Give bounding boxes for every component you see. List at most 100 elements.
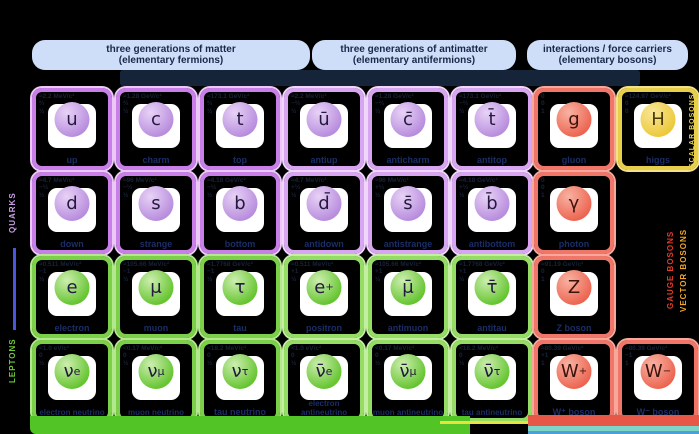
particle-name: muon antineutrino	[372, 407, 444, 417]
particle-tile: ≈173.1 GeV/c² ⅔ ½ t top	[200, 88, 280, 170]
particle-symbol: c	[151, 109, 161, 130]
header-antimatter: three generations of antimatter (element…	[312, 40, 516, 70]
particle-name: muon neutrino	[128, 407, 184, 417]
particle-charge: 0	[123, 352, 127, 360]
particle-name: muon	[143, 322, 169, 333]
particle-mass: ≈4.18 GeV/c²	[459, 177, 498, 184]
header-matter: three generations of matter (elementary …	[32, 40, 310, 70]
particle-spin: ½	[459, 275, 465, 283]
particle-tile: ≈0.511 MeV/c² +1 ½ e + positron	[284, 256, 364, 338]
particle-mass: 0	[541, 177, 545, 184]
particle-symbol-circle: W −	[640, 354, 676, 389]
particle-properties: <18.2 MeV/c² 0 ½	[459, 345, 498, 367]
particle-spin: ½	[291, 107, 297, 115]
particle-charge: 0	[459, 352, 463, 360]
particle-symbol-circle: g	[556, 102, 592, 137]
particle-charge: −⅓	[123, 184, 133, 192]
particle-mass: <0.17 MeV/c²	[123, 345, 163, 352]
header-antimatter-line1: three generations of antimatter	[340, 43, 488, 55]
particle-name: electron	[54, 322, 90, 333]
particle-tile: ≈1.7768 GeV/c² −1 ½ τ tau	[200, 256, 280, 338]
particle-symbol-circle: ν̄ μ	[390, 354, 426, 389]
particle-tile: ≈105.66 MeV/c² −1 ½ μ muon	[116, 256, 196, 338]
particle-spin: ½	[291, 275, 297, 283]
particle-name: bottom	[224, 238, 256, 249]
particle-charge: −⅓	[207, 184, 217, 192]
particle-symbol: g	[568, 109, 580, 130]
particle-symbol: s̄	[403, 193, 413, 214]
particle-symbol: ū	[318, 109, 330, 130]
particle-symbol-circle: u	[54, 102, 90, 137]
particle-tile: ≈105.66 MeV/c² +1 ½ μ̄ antimuon	[368, 256, 448, 338]
particle-symbol-circle: b̄	[474, 186, 510, 221]
particle-charge: −1	[39, 268, 47, 276]
particle-charge: −⅔	[375, 100, 385, 108]
particle-name: charm	[142, 154, 170, 165]
particle-tile: ≈4.18 GeV/c² −⅓ ½ b bottom	[200, 172, 280, 254]
particle-spin: 0	[625, 107, 629, 115]
particle-name: gluon	[561, 154, 587, 165]
particle-symbol: μ	[150, 277, 162, 298]
particle-charge: −⅓	[39, 184, 49, 192]
particle-properties: ≈4.18 GeV/c² −⅓ ½	[207, 177, 246, 199]
particle-properties: <1.0 eV/c² 0 ½	[291, 345, 321, 367]
particle-properties: ≈0.511 MeV/c² −1 ½	[39, 261, 81, 283]
particle-mass: ≈80.39 GeV/c²	[541, 345, 584, 352]
particle-charge: +⅓	[291, 184, 301, 192]
particle-symbol: s	[151, 193, 161, 214]
particle-mass: ≈173.1 GeV/c²	[207, 93, 250, 100]
particle-spin: ½	[375, 107, 381, 115]
particle-mass: ≈2.2 MeV/c²	[291, 93, 327, 100]
particle-name: top	[233, 154, 247, 165]
particle-tile: ≈1.7768 GeV/c² +1 ½ τ̄ antitau	[452, 256, 532, 338]
particle-tile: <1.0 eV/c² 0 ½ ν̄ e electron antineutrino	[284, 340, 364, 422]
particle-symbol: ν̄	[399, 361, 410, 382]
particle-symbol: τ̄	[486, 277, 498, 298]
particle-tile: ≈80.39 GeV/c² +1 1 W + W⁺ boson	[534, 340, 614, 422]
particle-mass: ≈4.7 MeV/c²	[291, 177, 327, 184]
particle-name: strange	[139, 238, 173, 249]
particle-name: tau antineutrino	[461, 407, 523, 417]
particle-mass: ≈124.97 GeV/c²	[625, 93, 671, 100]
particle-spin: 1	[541, 275, 545, 283]
particle-tile: ≈1.28 GeV/c² ⅔ ½ c charm	[116, 88, 196, 170]
particle-spin: 1	[625, 359, 629, 367]
particle-mass: <18.2 MeV/c²	[459, 345, 499, 352]
particle-charge: −1	[625, 352, 633, 360]
particle-properties: ≈4.7 MeV/c² −⅓ ½	[39, 177, 74, 199]
particle-symbol: t̄	[488, 109, 496, 130]
particle-properties: ≈2.2 MeV/c² ⅔ ½	[39, 93, 74, 115]
particle-mass: ≈105.66 MeV/c²	[123, 261, 170, 268]
particle-charge: +1	[375, 268, 383, 276]
teal-interaction-line	[528, 426, 699, 431]
particle-mass: ≈1.7768 GeV/c²	[207, 261, 253, 268]
header-antimatter-line2: (elementary antifermions)	[352, 55, 476, 66]
particle-symbol: H	[651, 109, 665, 130]
particle-charge: 0	[541, 100, 545, 108]
particle-tile: ≈2.2 MeV/c² ⅔ ½ u up	[32, 88, 112, 170]
particle-mass: ≈173.1 GeV/c²	[459, 93, 502, 100]
particle-properties: <0.17 MeV/c² 0 ½	[375, 345, 414, 367]
particle-spin: ½	[123, 107, 129, 115]
particle-symbol: W	[644, 361, 663, 382]
particle-name: W⁺ boson	[552, 406, 596, 417]
particle-tile: ≈4.7 MeV/c² −⅓ ½ d down	[32, 172, 112, 254]
particle-name: up	[66, 154, 78, 165]
particle-symbol: b̄	[486, 193, 498, 214]
particle-mass: ≈4.18 GeV/c²	[207, 177, 246, 184]
particle-charge: −1	[207, 268, 215, 276]
particle-symbol-circle: e	[54, 270, 90, 305]
particle-symbol-circle: τ̄	[474, 270, 510, 305]
particle-properties: ≈96 MeV/c² +⅓ ½	[375, 177, 409, 199]
particle-symbol: τ	[234, 277, 246, 298]
header-bosons-line1: interactions / force carriers	[543, 43, 672, 55]
left-bracket-line	[13, 248, 16, 330]
particle-spin: ½	[207, 275, 213, 283]
particle-spin: ½	[207, 191, 213, 199]
particle-spin: ½	[39, 107, 45, 115]
particle-properties: ≈1.7768 GeV/c² +1 ½	[459, 261, 505, 283]
particle-properties: ≈1.7768 GeV/c² −1 ½	[207, 261, 253, 283]
particle-name: antibottom	[468, 238, 516, 249]
blue-interaction-line	[528, 431, 699, 434]
